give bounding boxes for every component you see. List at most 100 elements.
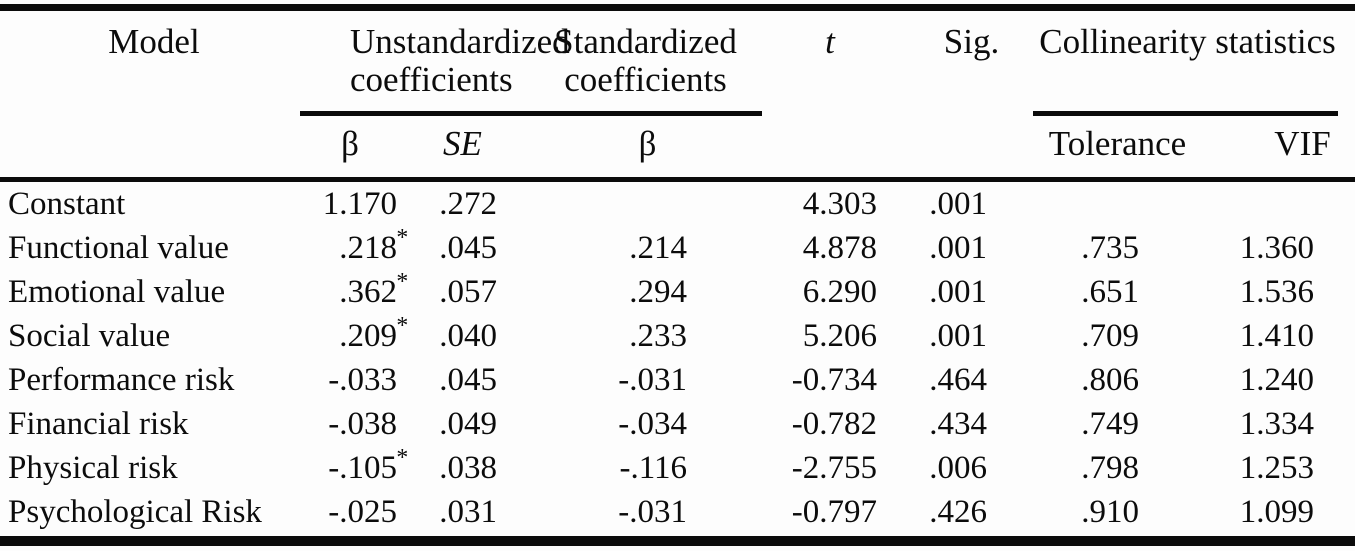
cell-tolerance: .709 [1081, 317, 1139, 354]
cell-vif: 1.099 [1239, 493, 1314, 530]
column-header-tolerance: Tolerance [1048, 124, 1187, 163]
spanner-rule-coefficients [300, 111, 762, 116]
column-header-beta-standardized: β [638, 124, 657, 163]
value-unstandardized-beta: .218 [339, 229, 397, 266]
table-row: Functional value .218 * .045 .214 4.878 .… [0, 225, 1355, 270]
cell-unstandardized-beta: .218 * [300, 225, 408, 270]
column-group-unstandardized-coefficients: Unstandardized coefficients [300, 11, 570, 116]
cell-standardized-beta: -.116 [619, 449, 687, 486]
cell-model: Performance risk [8, 361, 235, 398]
cell-se: .272 [439, 185, 497, 222]
header-row-subcolumns: β SE β Tolerance VIF [0, 116, 1355, 182]
cell-tolerance: .910 [1081, 493, 1139, 530]
table-row: Constant 1.170 .272 4.303 .001 [0, 182, 1355, 226]
column-header-model: Model [108, 22, 200, 61]
group-label-collinearity: Collinearity statistics [1039, 22, 1336, 61]
cell-model: Physical risk [8, 449, 178, 486]
cell-tolerance: .651 [1081, 273, 1139, 310]
cell-sig: .001 [929, 273, 987, 310]
cell-vif: 1.360 [1239, 229, 1314, 266]
cell-t: 6.290 [802, 273, 877, 310]
cell-tolerance: .735 [1081, 229, 1139, 266]
cell-model: Social value [8, 317, 171, 354]
group-label-standardized: Standardized coefficients [554, 22, 737, 99]
cell-standardized-beta: .233 [629, 317, 687, 354]
cell-vif [1195, 182, 1355, 226]
column-header-sig: Sig. [943, 22, 1000, 61]
table-row: Social value .209 * .040 .233 5.206 .001 … [0, 313, 1355, 358]
value-unstandardized-beta: -.025 [328, 493, 397, 530]
significance-star: * [396, 269, 409, 296]
cell-vif: 1.334 [1239, 405, 1314, 442]
table-row: Financial risk -.038 .049 -.034 -0.782 .… [0, 402, 1355, 446]
cell-tolerance [1010, 182, 1195, 226]
cell-model: Constant [8, 185, 126, 222]
cell-standardized-beta: .214 [629, 229, 687, 266]
cell-standardized-beta: .294 [629, 273, 687, 310]
cell-se: .038 [439, 449, 497, 486]
cell-tolerance: .806 [1081, 361, 1139, 398]
cell-sig: .001 [929, 185, 987, 222]
value-unstandardized-beta: -.033 [328, 361, 397, 398]
value-unstandardized-beta: -.105 [328, 449, 397, 486]
cell-model: Emotional value [8, 273, 226, 310]
cell-sig: .434 [929, 405, 987, 442]
cell-vif: 1.253 [1239, 449, 1314, 486]
cell-se: .057 [439, 273, 497, 310]
cell-standardized-beta: -.031 [618, 493, 687, 530]
cell-sig: .426 [929, 493, 987, 530]
table-row: Psychological Risk -.025 .031 -.031 -0.7… [0, 490, 1355, 534]
header-separator-rule [0, 177, 1355, 182]
column-header-se: SE [443, 124, 482, 163]
significance-star: * [396, 225, 409, 252]
cell-t: -2.755 [791, 449, 877, 486]
cell-t: 4.303 [802, 185, 877, 222]
cell-unstandardized-beta: 1.170 [300, 182, 400, 226]
cell-sig: .464 [929, 361, 987, 398]
cell-tolerance: .798 [1081, 449, 1139, 486]
cell-vif: 1.536 [1239, 273, 1314, 310]
cell-se: .045 [439, 229, 497, 266]
cell-t: -0.782 [791, 405, 877, 442]
column-header-t: t [825, 22, 835, 61]
cell-sig: .001 [929, 229, 987, 266]
table-row: Emotional value .362 * .057 .294 6.290 .0… [0, 269, 1355, 314]
header-row-groups: Model Unstandardized coefficients Standa… [0, 11, 1355, 116]
table-body: Constant 1.170 .272 4.303 .001 Functiona… [0, 182, 1355, 534]
cell-standardized-beta: -.034 [618, 405, 687, 442]
cell-unstandardized-beta: -.033 [300, 358, 400, 402]
column-group-collinearity-statistics: Collinearity statistics [1010, 11, 1355, 116]
cell-vif: 1.410 [1239, 317, 1314, 354]
cell-unstandardized-beta: .362 * [300, 269, 408, 314]
cell-standardized-beta: -.031 [618, 361, 687, 398]
cell-se: .040 [439, 317, 497, 354]
table-bottom-rule [0, 536, 1355, 546]
value-unstandardized-beta: 1.170 [322, 185, 397, 222]
cell-sig: .001 [929, 317, 987, 354]
cell-model: Financial risk [8, 405, 189, 442]
column-group-standardized-coefficients: Standardized coefficients [500, 11, 765, 116]
cell-se: .045 [439, 361, 497, 398]
value-unstandardized-beta: .362 [339, 273, 397, 310]
cell-tolerance: .749 [1081, 405, 1139, 442]
cell-se: .049 [439, 405, 497, 442]
table-top-rule [0, 4, 1355, 11]
cell-t: -0.734 [791, 361, 877, 398]
significance-star: * [396, 445, 409, 472]
column-header-beta-unstandardized: β [341, 124, 359, 163]
value-unstandardized-beta: .209 [339, 317, 397, 354]
table-row: Physical risk -.105 * .038 -.116 -2.755 .… [0, 445, 1355, 490]
regression-coefficients-table: Model Unstandardized coefficients Standa… [0, 11, 1355, 534]
column-header-vif: VIF [1274, 124, 1331, 163]
spanner-rule-collinearity [1033, 111, 1338, 116]
cell-t: 4.878 [802, 229, 877, 266]
table-header: Model Unstandardized coefficients Standa… [0, 11, 1355, 182]
table-row: Performance risk -.033 .045 -.031 -0.734… [0, 358, 1355, 402]
cell-model: Psychological Risk [8, 493, 262, 530]
group-label-unstandardized: Unstandardized coefficients [350, 22, 570, 99]
cell-unstandardized-beta: -.038 [300, 402, 400, 446]
cell-se: .031 [439, 493, 497, 530]
cell-t: -0.797 [791, 493, 877, 530]
cell-unstandardized-beta: -.105 * [300, 445, 408, 490]
cell-t: 5.206 [802, 317, 877, 354]
